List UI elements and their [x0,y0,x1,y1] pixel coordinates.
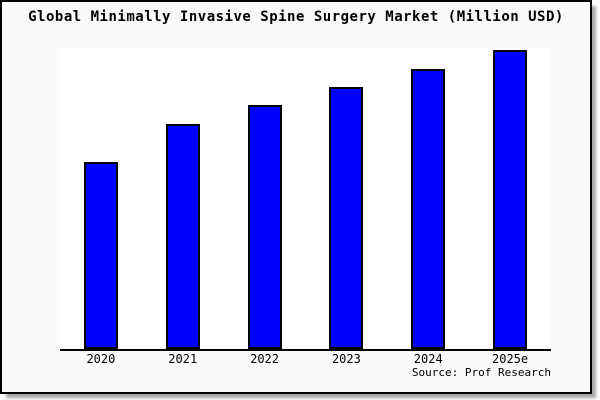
x-tick-label-2024: 2024 [413,352,443,366]
bar-2023 [329,87,364,349]
bar-2025e [493,50,528,349]
bar-2024 [411,69,446,349]
bar-2020 [83,162,118,349]
plot-area [60,48,551,351]
source-note: Source: Prof Research [411,366,551,379]
x-tick-label-2025e: 2025e [492,352,529,366]
x-tick-label-2022: 2022 [250,352,280,366]
chart-title: Global Minimally Invasive Spine Surgery … [28,9,564,25]
x-tick-label-2023: 2023 [331,352,361,366]
bar-2021 [165,124,200,349]
x-tick-label-2021: 2021 [168,352,198,366]
x-tick-label-2020: 2020 [86,352,116,366]
bar-2022 [247,105,282,349]
x-axis-labels: 2020 2021 2022 2023 2024 2025e [0,352,600,366]
